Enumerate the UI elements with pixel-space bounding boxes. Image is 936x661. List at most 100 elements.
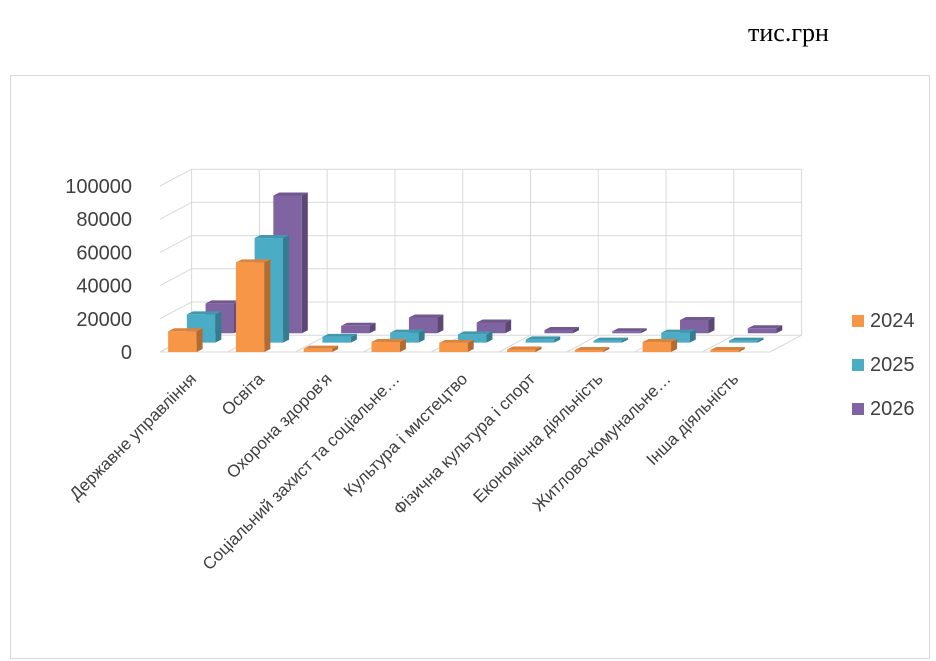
bar-2024-4 [439, 342, 468, 352]
bar-top-2024-3 [371, 339, 406, 343]
y-tick-label: 80000 [76, 209, 132, 231]
bar-side-2025-8 [757, 337, 764, 343]
side-gridline [159, 301, 192, 320]
bar-top-2026-7 [680, 317, 715, 320]
bar-side-2025-4 [486, 331, 493, 343]
bar-top-2024-0 [168, 328, 203, 332]
floor-divider [498, 334, 531, 353]
bar-top-2025-3 [390, 329, 425, 333]
y-tick-label: 20000 [76, 309, 132, 331]
y-tick-label: 0 [121, 342, 132, 364]
bar-side-2026-5 [572, 326, 579, 334]
chart-frame [10, 75, 930, 659]
bar-top-2026-5 [544, 326, 579, 330]
bar-2025-4 [457, 334, 487, 343]
bar-2024-1 [235, 262, 265, 352]
bar-top-2024-1 [235, 259, 271, 263]
bar-side-2025-6 [621, 337, 628, 343]
floor-divider [769, 334, 802, 353]
category-label: Фізична культура і спорт [390, 369, 539, 518]
category-label: Державне управління [66, 369, 200, 503]
side-gridline [159, 268, 192, 287]
bar-side-2025-1 [283, 235, 290, 343]
bar-side-2026-7 [708, 317, 715, 334]
bar-2024-6 [574, 350, 604, 352]
bar-side-2024-4 [467, 339, 474, 352]
bar-2026-3 [408, 317, 438, 334]
bar-2024-7 [642, 342, 672, 352]
bar-top-2026-2 [341, 322, 376, 326]
y-tick-label: 40000 [76, 276, 132, 298]
bar-top-2026-8 [747, 325, 783, 329]
bar-2024-0 [168, 331, 197, 352]
side-gridline [159, 201, 192, 220]
legend-swatch-2026 [852, 403, 864, 415]
y-tick-label: 60000 [76, 242, 132, 264]
bar-2026-2 [341, 325, 370, 334]
category-label: Житлово-комунальне… [529, 369, 675, 515]
bar-top-2025-2 [322, 333, 357, 337]
legend-swatch-2024 [852, 315, 864, 327]
legend-label: 2024 [870, 310, 915, 332]
bar-top-2024-2 [303, 345, 339, 349]
bar-side-2025-5 [554, 336, 561, 343]
bar-top-2024-8 [710, 347, 745, 350]
bar-side-2024-7 [671, 339, 678, 352]
legend-swatch-2025 [852, 359, 864, 371]
bar-2026-4 [476, 322, 506, 334]
bar-2025-6 [593, 340, 622, 343]
bar-side-2025-3 [418, 329, 425, 343]
bar-side-2026-3 [437, 314, 444, 334]
bar-2025-8 [729, 340, 758, 343]
floor-divider [295, 334, 328, 353]
bar-top-2026-1 [273, 192, 308, 196]
category-label: Культура і мистецтво [340, 369, 471, 500]
bar-2025-2 [322, 336, 351, 343]
bar-2025-7 [661, 332, 690, 343]
bar-side-2026-1 [301, 192, 308, 334]
legend-label: 2026 [870, 398, 915, 420]
side-gridline [159, 168, 192, 187]
bar-top-2026-0 [205, 300, 241, 304]
bar-top-2024-6 [574, 347, 610, 350]
y-tick-label: 100000 [65, 176, 132, 198]
bar-side-2024-8 [738, 347, 745, 352]
bar-side-2025-0 [215, 311, 222, 343]
side-gridline [159, 235, 192, 253]
bar-side-2026-2 [369, 322, 376, 334]
bar-top-2026-6 [612, 328, 647, 332]
bar-2026-8 [747, 328, 777, 334]
bar-top-2025-1 [254, 235, 290, 239]
floor-divider [701, 334, 735, 353]
category-label: Економічна діяльність [469, 369, 606, 506]
bar-2024-5 [507, 349, 536, 352]
bar-side-2024-6 [603, 347, 610, 352]
bar-top-2025-7 [661, 329, 696, 333]
bar-side-2025-7 [689, 329, 696, 343]
bar-side-2024-3 [399, 339, 406, 352]
bar-2026-5 [544, 329, 573, 334]
bar-side-2024-5 [535, 346, 542, 352]
bar-top-2025-0 [186, 311, 222, 315]
bar-2024-2 [303, 348, 333, 352]
bar-2024-8 [710, 350, 739, 352]
bar-2025-5 [525, 339, 555, 343]
bar-side-2025-2 [350, 333, 357, 343]
bar-side-2026-8 [776, 325, 783, 334]
bar-side-2024-0 [196, 328, 203, 352]
legend-label: 2025 [870, 354, 915, 376]
bar-top-2026-3 [408, 314, 444, 318]
bar-2026-6 [612, 331, 641, 334]
bar-2025-3 [390, 332, 419, 343]
bar-top-2025-4 [457, 331, 493, 335]
bar-top-2024-7 [642, 339, 678, 343]
bar-top-2026-4 [476, 319, 512, 323]
bar-side-2026-4 [505, 319, 512, 334]
bar-top-2025-8 [729, 337, 764, 341]
bar-top-2024-5 [507, 346, 542, 350]
bar-2024-3 [371, 342, 400, 352]
bar-top-2025-5 [525, 336, 561, 340]
bar-top-2024-4 [439, 339, 474, 343]
bar-side-2026-6 [640, 328, 647, 334]
